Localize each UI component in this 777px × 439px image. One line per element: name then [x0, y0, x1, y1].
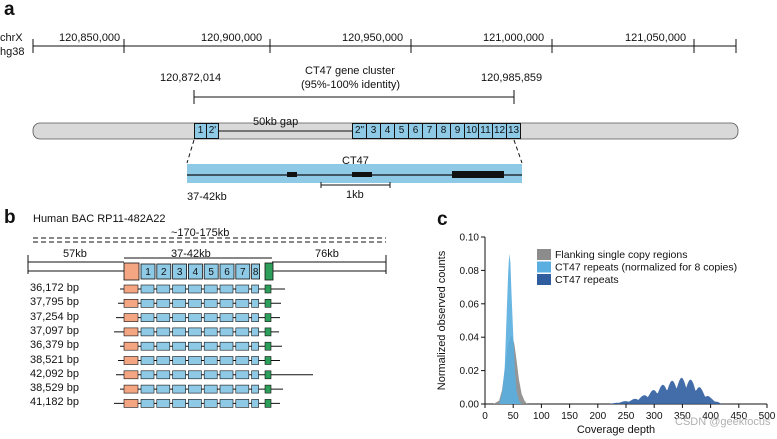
cluster-title: CT47 gene cluster	[305, 65, 395, 77]
bac-copy-label-8: 8	[253, 267, 259, 278]
read-row-1	[120, 284, 285, 294]
y-tick-label-3: 0.06	[460, 299, 480, 310]
cluster-identity: (95%-100% identity)	[301, 79, 401, 91]
series-area-3	[609, 377, 722, 404]
x-axis-label: Coverage depth	[577, 424, 655, 436]
bac-copy-2	[156, 263, 172, 280]
x-tick-label-7: 350	[674, 411, 691, 422]
y-tick-label-5: 0.10	[460, 233, 480, 244]
tick-label-2: 120,900,000	[201, 32, 263, 44]
legend-label-2: CT47 repeats (normalized for 8 copies)	[555, 262, 737, 274]
bac-copy-8	[251, 263, 261, 280]
legend-label-1: Flanking single copy regions	[555, 249, 688, 261]
legend-swatch-1	[537, 249, 551, 260]
x-tick-label-6: 300	[646, 411, 663, 422]
bac-copy-label-1: 1	[145, 267, 151, 278]
read-length-8: 38,529 bp	[30, 382, 79, 395]
series-area-2	[499, 253, 522, 404]
flank-left-block	[123, 262, 140, 281]
right-repeat-copies: 2" 3 4 5 6 7 8 9 10 11 12 13	[352, 123, 521, 139]
tick-label-5: 121,050,000	[625, 32, 687, 44]
x-tick-label-3: 150	[561, 411, 578, 422]
flank-right-block	[264, 262, 274, 281]
total-size-label: ~170-175kb	[171, 227, 230, 239]
y-axis-label: Normalized observed counts	[436, 250, 448, 390]
bac-copy-7	[235, 263, 251, 280]
cluster-end: 120,985,859	[481, 72, 543, 84]
assembly-label: hg38	[0, 46, 25, 58]
panel-c-label: c	[437, 209, 448, 230]
read-length-2: 37,795 bp	[30, 296, 79, 309]
read-row-5	[120, 341, 282, 351]
bac-label: Human BAC RP11-482A22	[33, 213, 166, 225]
x-tick-label-10: 500	[759, 411, 776, 422]
read-length-4: 37,097 bp	[30, 324, 79, 337]
left-repeat-copies: 1 2'	[194, 123, 219, 139]
right-flank-label: 76kb	[315, 248, 339, 260]
legend-label-3: CT47 repeats	[555, 274, 619, 286]
read-row-2	[118, 298, 281, 308]
read-row-8	[120, 384, 283, 394]
tick-label-3: 120,950,000	[342, 32, 404, 44]
bac-copy-3	[172, 263, 188, 280]
watermark: CSDN @geekfocus	[675, 416, 771, 428]
panel-a-label: a	[4, 0, 15, 20]
x-tick-label-9: 450	[730, 411, 747, 422]
scale-bar-label: 1kb	[346, 189, 364, 201]
bac-copy-5	[203, 263, 219, 280]
x-tick-label-8: 400	[702, 411, 719, 422]
legend-swatch-2	[537, 261, 551, 273]
x-tick-label-4: 200	[589, 411, 606, 422]
panel-b-label: b	[4, 207, 16, 228]
read-length-3: 37,254 bp	[30, 310, 79, 323]
bac-copy-label-7: 7	[240, 267, 246, 278]
bac-copy-label-2: 2	[161, 267, 167, 278]
y-tick-label-4: 0.08	[460, 266, 480, 277]
read-length-1: 36,172 bp	[30, 282, 79, 294]
legend-swatch-3	[537, 274, 551, 285]
read-row-4	[114, 327, 279, 337]
x-tick-label-0: 0	[482, 411, 488, 422]
bac-copy-label-3: 3	[177, 267, 183, 278]
y-tick-label-0: 0.00	[460, 400, 480, 411]
y-tick-label-1: 0.02	[460, 366, 480, 377]
bac-copy-1	[140, 263, 156, 280]
read-row-7	[116, 370, 313, 380]
gene-label: CT47	[342, 155, 369, 167]
bac-copy-6	[219, 263, 235, 280]
x-tick-label-5: 250	[618, 411, 635, 422]
read-length-5: 36,379 bp	[30, 339, 79, 352]
read-length-9: 41,182 bp	[30, 396, 79, 409]
gap-label: 50kb gap	[253, 116, 299, 128]
y-tick-label-2: 0.04	[460, 333, 480, 344]
x-tick-label-2: 100	[533, 411, 550, 422]
repeat-size-label: 37-42kb	[187, 191, 227, 203]
read-row-9	[114, 399, 280, 408]
middle-label: 37-42kb	[171, 248, 211, 260]
bac-copy-label-4: 4	[193, 267, 199, 278]
read-length-6: 38,521 bp	[30, 353, 79, 366]
right-copy-box-3: 4	[380, 123, 395, 139]
cluster-start: 120,872,014	[160, 72, 222, 84]
bac-copy-4	[187, 263, 203, 280]
left-flank-label: 57kb	[63, 248, 87, 260]
chrom-label: chrX	[0, 32, 23, 44]
bac-copy-label-6: 6	[224, 267, 230, 278]
tick-label-1: 120,850,000	[59, 32, 121, 44]
left-copy-box-2: 2'	[206, 123, 219, 139]
x-tick-label-1: 50	[508, 411, 520, 422]
read-row-6	[118, 356, 280, 365]
read-row-3	[116, 313, 280, 322]
read-length-7: 42,092 bp	[30, 367, 79, 380]
right-copy-box-6: 7	[422, 123, 437, 139]
tick-label-4: 121,000,000	[483, 32, 545, 44]
bac-copy-label-5: 5	[208, 267, 214, 278]
right-copy-box-12: 13	[506, 123, 521, 139]
